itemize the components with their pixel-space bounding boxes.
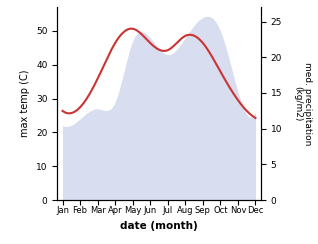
X-axis label: date (month): date (month) [120, 221, 198, 231]
Y-axis label: max temp (C): max temp (C) [20, 70, 31, 137]
Y-axis label: med. precipitation
(kg/m2): med. precipitation (kg/m2) [293, 62, 313, 145]
